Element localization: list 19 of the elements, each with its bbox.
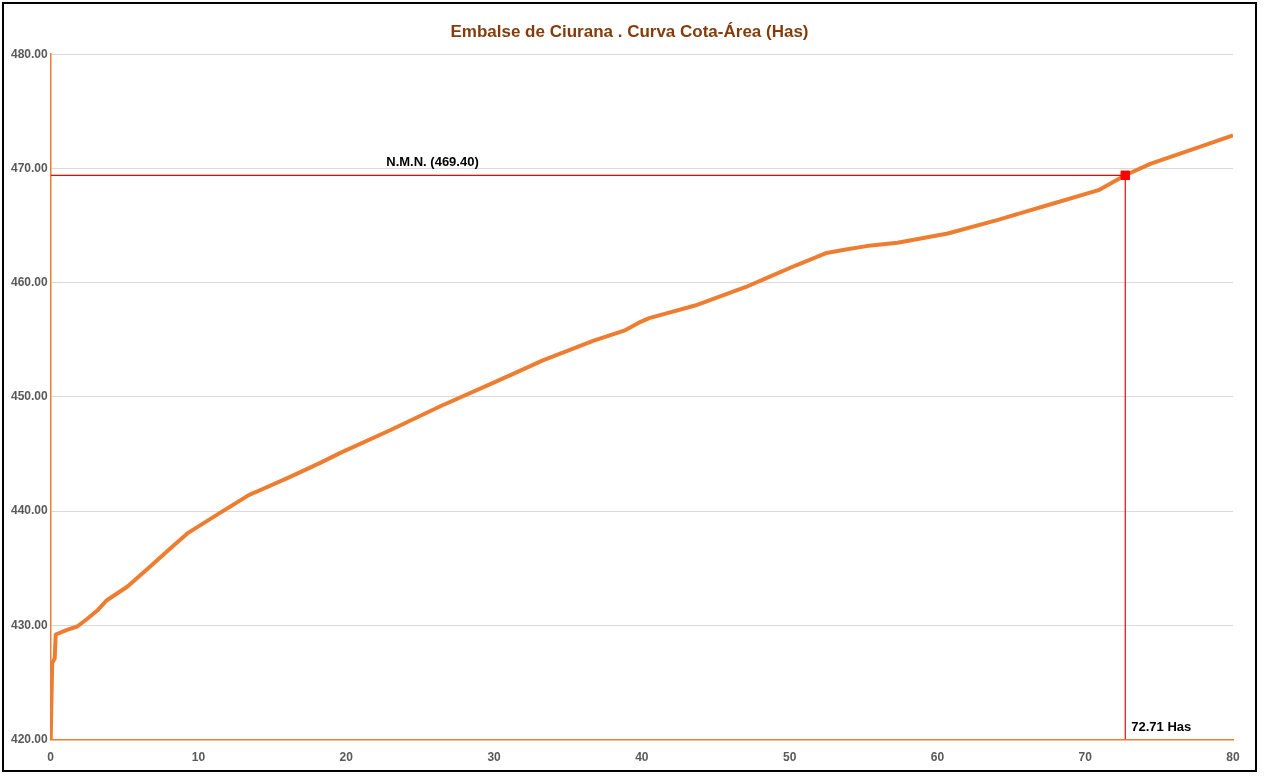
annotation: 72.71 Has: [1131, 718, 1192, 734]
y-tick-label: 480.00: [11, 46, 49, 61]
y-tick-label: 450.00: [11, 389, 49, 404]
chart-title: Embalse de Ciurana . Curva Cota-Área (Has): [449, 22, 810, 42]
x-tick-label: 60: [930, 750, 945, 765]
y-tick-label: 470.00: [11, 160, 49, 175]
x-tick-label: 50: [782, 750, 797, 765]
y-tick-label: 420.00: [11, 731, 49, 746]
x-tick-label: 40: [635, 750, 649, 765]
x-tick-label: 0: [47, 750, 55, 765]
x-tick-label: 20: [339, 750, 354, 765]
x-tick-label: 10: [191, 750, 206, 765]
y-tick-label: 430.00: [11, 617, 49, 632]
x-tick-label: 70: [1078, 750, 1093, 765]
x-tick-label: 30: [487, 750, 502, 765]
y-tick-label: 440.00: [11, 503, 49, 518]
x-tick-label: 80: [1226, 750, 1240, 765]
y-tick-label: 460.00: [11, 274, 49, 289]
annotation: N.M.N. (469.40): [386, 154, 479, 170]
